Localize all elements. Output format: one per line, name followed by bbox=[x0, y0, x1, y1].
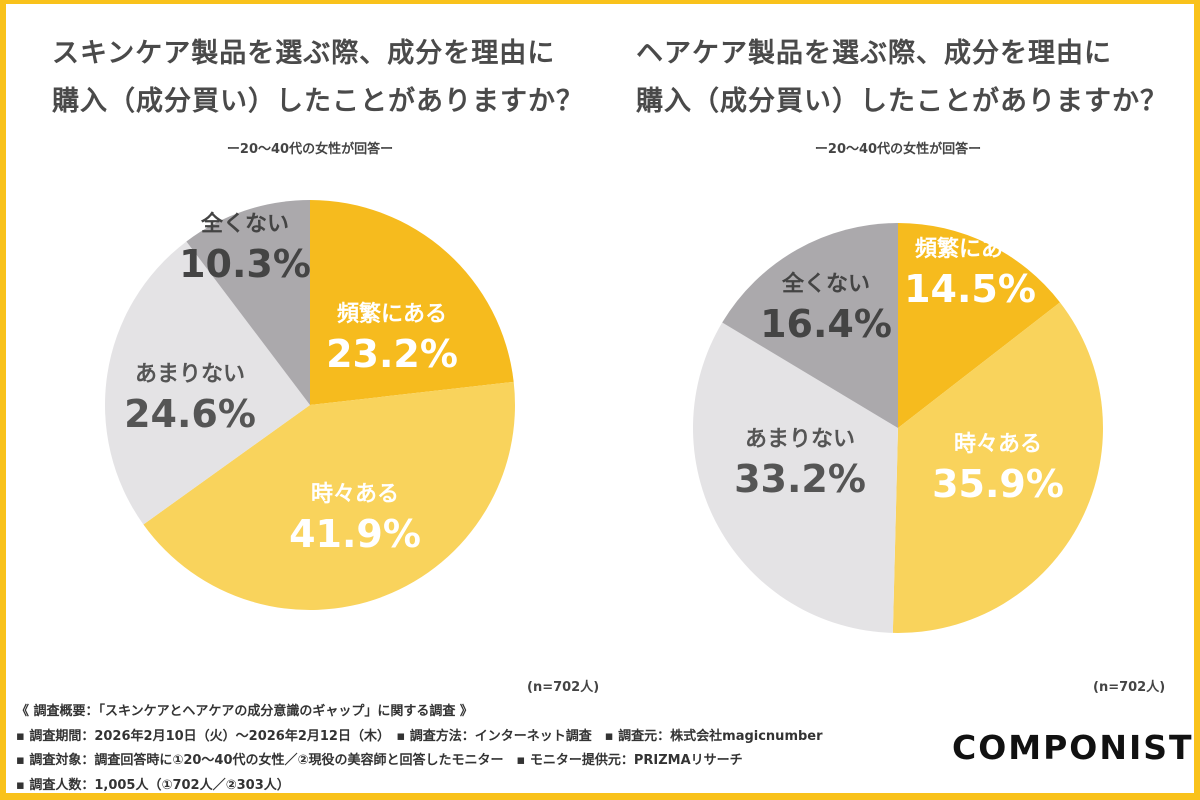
note-line: ▪ 調査対象：調査回答時に①20〜40代の女性／②現役の美容師と回答したモニター… bbox=[16, 753, 743, 768]
pie-slice-never bbox=[186, 200, 310, 405]
pie-slice-often bbox=[898, 223, 1060, 428]
survey-notes: 《 調査概要：「スキンケアとヘアケアの成分意識のギャップ」に関する調査 》 ▪ … bbox=[16, 700, 823, 798]
slice-value-never: 10.3% bbox=[179, 242, 311, 286]
pie-slice-never bbox=[722, 223, 898, 428]
chart-subtitle-skincare: ー20〜40代の女性が回答ー bbox=[226, 142, 394, 157]
sample-size-haircare: (n=702人) bbox=[1093, 680, 1166, 695]
note-line: ▪ 調査期間：2026年2月10日（火）〜2026年2月12日（木） ▪ 調査方… bbox=[16, 728, 823, 744]
slice-value-sometimes: 35.9% bbox=[932, 462, 1064, 506]
slice-label-never: 全くない bbox=[781, 271, 870, 297]
slice-value-never: 16.4% bbox=[760, 302, 892, 346]
slice-value-often: 23.2% bbox=[326, 332, 458, 376]
pie-slice-often bbox=[310, 200, 514, 405]
note-line: 《 調査概要：「スキンケアとヘアケアの成分意識のギャップ」に関する調査 》 bbox=[16, 704, 473, 719]
title-line: ヘアケア製品を選ぶ際、成分を理由に bbox=[636, 38, 1112, 69]
pie-slice-rarely bbox=[692, 322, 898, 633]
slice-label-often: 頻繁にある bbox=[915, 236, 1025, 262]
slice-value-often: 14.5% bbox=[904, 267, 1036, 311]
pie-slice-rarely bbox=[105, 241, 311, 525]
pie-slice-sometimes bbox=[892, 302, 1103, 633]
slice-value-rarely: 33.2% bbox=[734, 457, 866, 501]
chart-subtitle-haircare: ー20〜40代の女性が回答ー bbox=[814, 142, 982, 157]
componist-logo: COMPONIST bbox=[952, 728, 1194, 767]
slice-label-never: 全くない bbox=[200, 211, 289, 237]
slice-value-sometimes: 41.9% bbox=[289, 512, 421, 556]
slice-label-rarely: あまりない bbox=[135, 362, 245, 387]
slice-label-sometimes: 時々ある bbox=[954, 432, 1042, 457]
chart-title-skincare: スキンケア製品を選ぶ際、成分を理由に 購入（成分買い）したことがありますか？ bbox=[52, 30, 584, 126]
pie-slice-sometimes bbox=[143, 381, 515, 611]
title-line: 購入（成分買い）したことがありますか？ bbox=[636, 86, 1168, 117]
slice-value-rarely: 24.6% bbox=[124, 392, 256, 436]
title-line: 購入（成分買い）したことがありますか？ bbox=[52, 86, 584, 117]
slice-label-often: 頻繁にある bbox=[337, 301, 447, 327]
slice-label-sometimes: 時々ある bbox=[311, 482, 399, 507]
note-line: ▪ 調査人数：1,005人（①702人／②303人） bbox=[16, 777, 290, 793]
chart-title-haircare: ヘアケア製品を選ぶ際、成分を理由に 購入（成分買い）したことがありますか？ bbox=[636, 30, 1168, 126]
slice-label-rarely: あまりない bbox=[745, 427, 855, 452]
title-line: スキンケア製品を選ぶ際、成分を理由に bbox=[52, 38, 556, 69]
sample-size-skincare: (n=702人) bbox=[527, 680, 600, 695]
